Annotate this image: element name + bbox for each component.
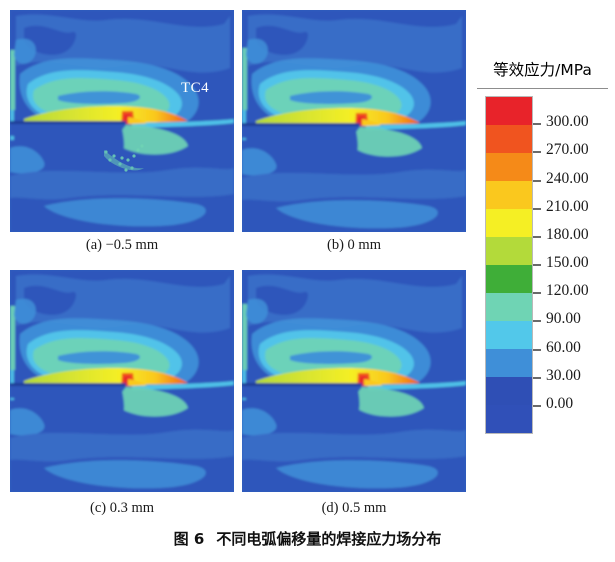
colorbar-band-0 [486,97,532,125]
colorbar-tick-label: 150.00 [546,254,589,271]
contour-panel-a [10,10,234,232]
figure-number: 图 6 [173,530,205,548]
colorbar-band-6 [486,264,532,293]
colorbar-band-5 [486,236,532,265]
colorbar-ticks: 300.00 270.00 240.00 210.00 180.00 150.00 120.… [533,96,613,434]
colorbar-tick-mark [533,292,541,295]
colorbar-bands [485,96,533,434]
contour-panel-d [242,270,466,492]
colorbar-band-3 [486,180,532,209]
colorbar-band-11 [486,404,532,433]
contour-panel-c [10,270,234,492]
colorbar-tick-mark [533,151,541,154]
colorbar-tick-mark [533,264,541,266]
colorbar-band-4 [486,208,532,237]
colorbar-band-1 [486,124,532,153]
tc4-annotation: TC4 [181,80,210,96]
colorbar-tick-label: 180.00 [546,225,589,243]
colorbar-tick-label: 210.00 [546,197,589,215]
colorbar-tick-label: 0.00 [546,394,574,412]
colorbar-band-7 [486,292,532,321]
colorbar-tick-mark [533,320,541,323]
caption-panel-b: (b) 0 mm [327,237,381,253]
contour-panel-b [242,10,466,232]
colorbar-tick-mark [533,348,541,351]
colorbar-tick-mark [533,123,541,126]
colorbar-tick-label: 60.00 [546,338,581,356]
colorbar-tick-label: 240.00 [546,169,589,187]
colorbar-tick-mark [533,235,541,238]
colorbar-title: 等效应力/MPa [493,61,592,79]
colorbar-tick-mark [533,376,541,379]
colorbar-band-9 [486,348,532,377]
colorbar-band-10 [486,376,532,405]
colorbar-tick-label: 120.00 [546,282,589,300]
colorbar-band-8 [486,320,532,349]
colorbar-tick-label: 30.00 [546,366,581,384]
caption-panel-d: (d) 0.5 mm [321,500,387,516]
colorbar-band-2 [486,152,532,181]
colorbar-tick-label: 300.00 [546,113,589,131]
colorbar-tick-mark [533,179,541,182]
colorbar-tick-label: 90.00 [546,310,581,328]
figure-caption: 不同电弧偏移量的焊接应力场分布 [216,530,442,548]
colorbar-tick-label: 270.00 [546,141,589,159]
colorbar-tick-mark [533,207,541,210]
figure-title: 图 6 不同电弧偏移量的焊接应力场分布 [0,528,615,549]
caption-panel-c: (c) 0.3 mm [89,500,155,516]
colorbar-tick-mark [533,404,541,407]
colorbar-divider [477,88,608,89]
caption-panel-a: (a) −0.5 mm [85,237,159,253]
